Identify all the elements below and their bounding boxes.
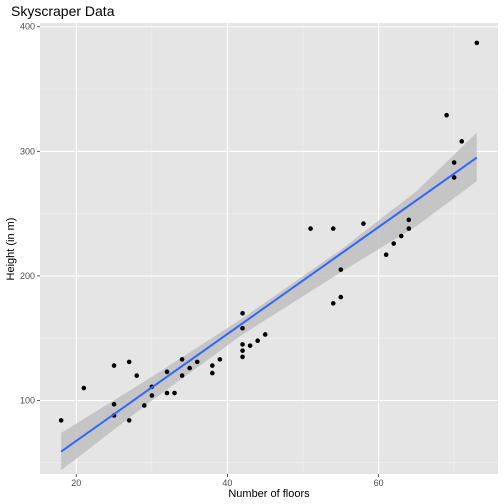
data-point [406,217,412,223]
data-point [126,359,132,365]
y-tick-label: 100 [20,395,35,405]
data-point [406,226,412,231]
data-point [451,175,457,180]
data-point [240,354,245,360]
data-point [149,393,155,398]
data-point [398,233,404,239]
data-point [111,363,117,368]
data-point [172,390,177,396]
data-point [330,301,336,306]
y-axis-title: Height (in m) [5,218,17,281]
data-point [141,403,147,408]
chart-title: Skyscraper Data [11,3,115,19]
data-point [187,365,192,371]
confidence-band [61,132,477,471]
data-point [338,294,344,300]
data-point [81,385,87,391]
data-point [164,369,170,375]
x-tick-label: 60 [374,478,384,488]
data-point [179,357,185,362]
data-point [179,373,185,378]
data-point [194,359,200,365]
fit-line-layer [60,156,478,453]
data-point [210,370,215,376]
data-point [330,226,336,231]
grid-lines [40,23,498,474]
data-point [308,226,313,231]
data-point [247,343,253,348]
data-point [111,401,117,407]
data-point [262,332,268,337]
data-point [58,418,64,423]
data-point [338,267,344,272]
data-point [255,338,260,343]
data-point [383,252,389,258]
data-point [444,112,449,118]
data-point [240,310,245,316]
x-tick-label: 40 [222,478,232,488]
data-point [164,390,170,396]
data-point [240,348,245,353]
data-point [217,357,223,362]
data-point [459,139,465,144]
x-tick-label: 20 [71,478,81,488]
fit-line [60,156,478,453]
data-point [134,373,140,378]
y-tick-label: 200 [20,271,35,281]
data-point [210,363,215,368]
data-point [451,160,457,165]
points-layer [58,40,480,423]
data-point [240,325,245,331]
data-point [361,221,366,226]
y-tick-label: 400 [20,22,35,32]
x-axis-title: Number of floors [228,488,310,500]
y-tick-label: 300 [20,146,35,156]
data-point [126,418,132,423]
data-point [391,241,397,246]
axis-ticks: 20 40 60 100 200 300 400 [20,22,384,488]
data-point [474,40,480,46]
confidence-band-layer [61,132,477,471]
data-point [240,342,245,347]
